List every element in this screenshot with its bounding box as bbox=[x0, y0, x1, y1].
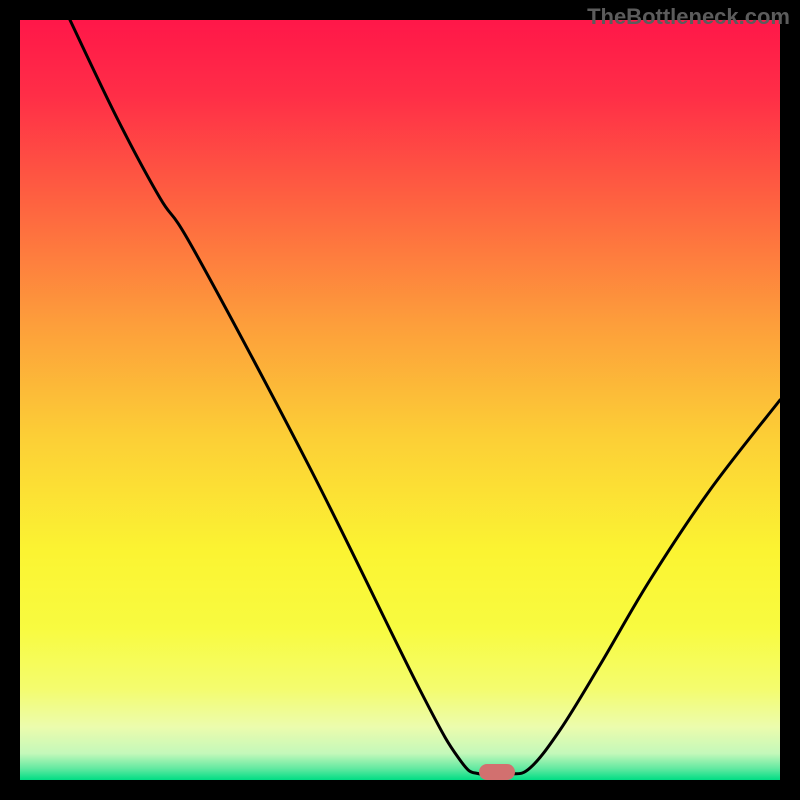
bottleneck-chart-svg bbox=[0, 0, 800, 800]
watermark-text: TheBottleneck.com bbox=[587, 4, 790, 30]
chart-background-gradient bbox=[20, 20, 780, 780]
chart-root: TheBottleneck.com bbox=[0, 0, 800, 800]
optimal-point-marker bbox=[479, 764, 515, 780]
